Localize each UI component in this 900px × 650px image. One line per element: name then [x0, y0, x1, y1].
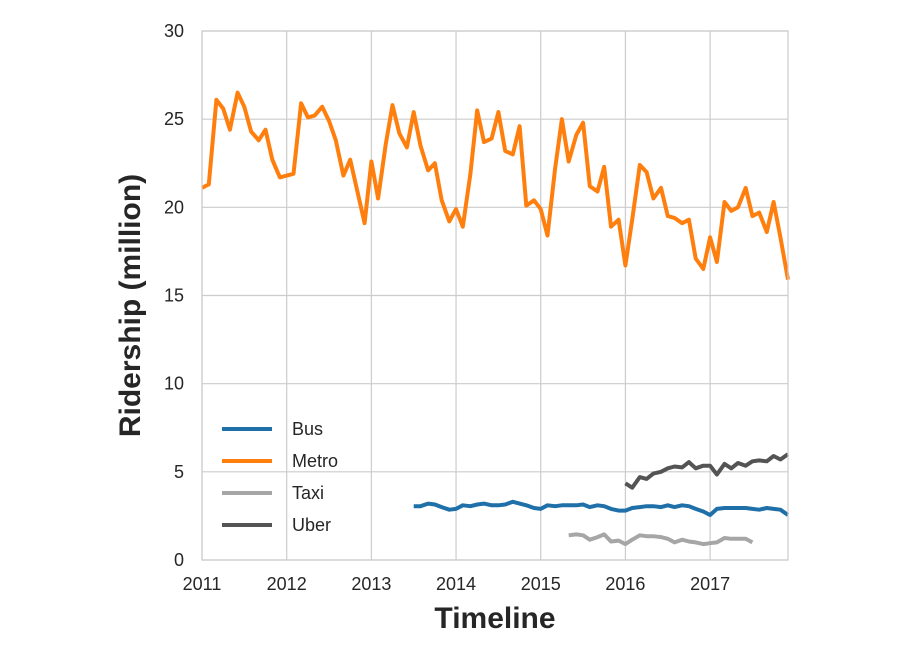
- y-tick-label: 5: [174, 462, 184, 482]
- y-tick-labels: 0 5 10 15 20 25 30: [164, 21, 184, 570]
- legend-label-uber: Uber: [292, 515, 331, 535]
- series-line-bus: [413, 499, 790, 517]
- y-tick-label: 20: [164, 197, 184, 217]
- x-tick-labels: 2011 2012 2013 2014 2015 2016 2017: [183, 574, 730, 594]
- x-tick-label: 2016: [605, 574, 645, 594]
- grid: [201, 30, 788, 561]
- x-axis-title: Timeline: [434, 602, 555, 635]
- y-tick-label: 30: [164, 21, 184, 41]
- y-tick-label: 10: [164, 374, 184, 394]
- series-line-metro: [201, 90, 790, 280]
- series-line-taxi: [568, 532, 754, 547]
- plot-frame: [201, 30, 789, 561]
- legend-label-metro: Metro: [292, 451, 338, 471]
- y-axis-title: Ridership (million): [114, 174, 147, 437]
- y-tick-label: 15: [164, 286, 184, 306]
- series-layer: [201, 90, 790, 547]
- x-tick-label: 2014: [436, 574, 476, 594]
- x-tick-label: 2011: [183, 574, 222, 594]
- x-tick-label: 2015: [521, 574, 561, 594]
- y-tick-label: 0: [174, 550, 184, 570]
- legend-label-bus: Bus: [292, 419, 323, 439]
- x-tick-label: 2017: [690, 574, 730, 594]
- series-line-uber: [624, 452, 790, 490]
- legend: Bus Metro Taxi Uber: [222, 419, 338, 535]
- x-tick-label: 2013: [351, 574, 391, 594]
- legend-label-taxi: Taxi: [292, 483, 324, 503]
- x-tick-label: 2012: [267, 574, 307, 594]
- y-tick-label: 25: [164, 109, 184, 129]
